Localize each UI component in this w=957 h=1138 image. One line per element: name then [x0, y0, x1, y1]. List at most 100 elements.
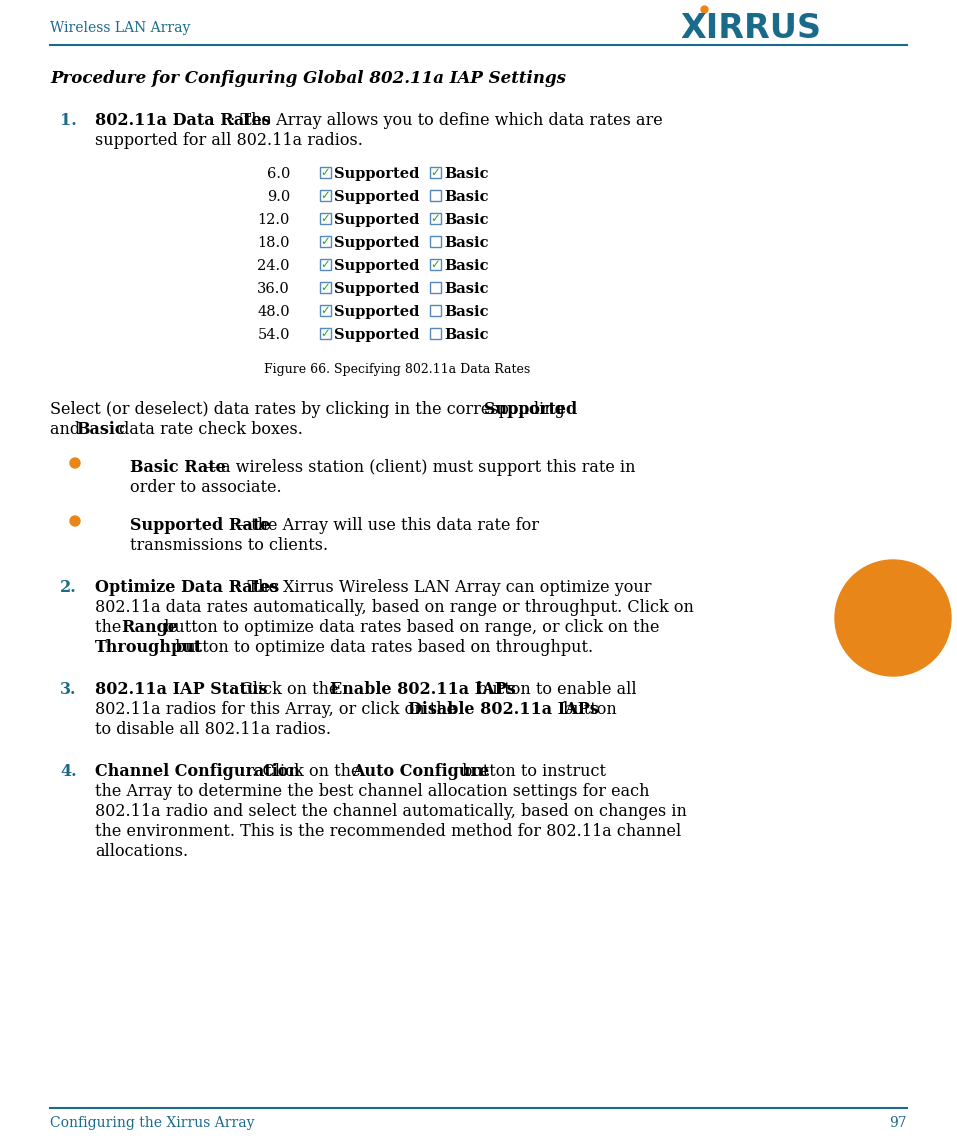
Text: 12.0: 12.0 [257, 213, 290, 226]
Text: Disable 802.11a IAPs: Disable 802.11a IAPs [409, 701, 599, 718]
Text: Supported: Supported [334, 236, 419, 250]
Text: Throughput: Throughput [95, 640, 202, 655]
Text: to disable all 802.11a radios.: to disable all 802.11a radios. [95, 721, 331, 739]
FancyBboxPatch shape [320, 282, 331, 292]
FancyBboxPatch shape [320, 167, 331, 178]
Text: 4.: 4. [60, 762, 77, 780]
Text: : The Array allows you to define which data rates are: : The Array allows you to define which d… [230, 112, 662, 129]
Text: 2.: 2. [60, 579, 77, 596]
Text: ✓: ✓ [321, 304, 330, 318]
Text: Supported: Supported [334, 190, 419, 204]
Text: button to optimize data rates based on throughput.: button to optimize data rates based on t… [169, 640, 593, 655]
FancyBboxPatch shape [430, 190, 441, 201]
Circle shape [70, 516, 80, 526]
FancyBboxPatch shape [320, 213, 331, 224]
Text: : Click on the: : Click on the [230, 681, 344, 698]
Text: transmissions to clients.: transmissions to clients. [130, 537, 328, 554]
Text: Optimize Data Rates: Optimize Data Rates [95, 579, 279, 596]
FancyBboxPatch shape [430, 282, 441, 292]
FancyBboxPatch shape [430, 305, 441, 316]
Text: 36.0: 36.0 [257, 282, 290, 296]
Text: Supported: Supported [334, 328, 419, 343]
Text: —the Array will use this data rate for: —the Array will use this data rate for [234, 517, 539, 534]
Text: 802.11a radios for this Array, or click on the: 802.11a radios for this Array, or click … [95, 701, 461, 718]
Text: Supported: Supported [483, 401, 577, 418]
FancyBboxPatch shape [320, 328, 331, 339]
Text: ✓: ✓ [321, 166, 330, 179]
Text: Range: Range [122, 619, 179, 636]
Text: Auto Configure: Auto Configure [352, 762, 489, 780]
Text: 97: 97 [889, 1116, 907, 1130]
Text: Supported: Supported [334, 259, 419, 273]
Text: ✓: ✓ [431, 258, 440, 271]
Text: order to associate.: order to associate. [130, 479, 281, 496]
Text: 802.11a data rates automatically, based on range or throughput. Click on: 802.11a data rates automatically, based … [95, 599, 694, 616]
FancyBboxPatch shape [320, 190, 331, 201]
Text: : Click on the: : Click on the [252, 762, 366, 780]
Text: Basic: Basic [444, 282, 488, 296]
Text: Supported: Supported [334, 213, 419, 226]
Text: button: button [558, 701, 616, 718]
Text: 802.11a IAP Status: 802.11a IAP Status [95, 681, 268, 698]
Text: Configuring the Xirrus Array: Configuring the Xirrus Array [50, 1116, 255, 1130]
Text: data rate check boxes.: data rate check boxes. [114, 421, 303, 438]
Text: the: the [95, 619, 126, 636]
Text: Select (or deselect) data rates by clicking in the corresponding: Select (or deselect) data rates by click… [50, 401, 570, 418]
Text: Procedure for Configuring Global 802.11a IAP Settings: Procedure for Configuring Global 802.11a… [50, 71, 566, 86]
Text: ✓: ✓ [431, 212, 440, 225]
Text: button to instruct: button to instruct [456, 762, 606, 780]
FancyBboxPatch shape [430, 259, 441, 270]
Text: Figure 66. Specifying 802.11a Data Rates: Figure 66. Specifying 802.11a Data Rates [264, 363, 530, 376]
FancyBboxPatch shape [430, 213, 441, 224]
FancyBboxPatch shape [320, 236, 331, 247]
Text: Basic: Basic [444, 167, 488, 181]
Text: Supported: Supported [334, 167, 419, 181]
Text: 802.11a Data Rates: 802.11a Data Rates [95, 112, 271, 129]
FancyBboxPatch shape [430, 328, 441, 339]
Text: ✓: ✓ [431, 166, 440, 179]
Text: ✓: ✓ [321, 189, 330, 203]
Text: Basic Rate: Basic Rate [130, 459, 226, 476]
FancyBboxPatch shape [320, 259, 331, 270]
Text: ✓: ✓ [321, 236, 330, 248]
FancyBboxPatch shape [320, 305, 331, 316]
Text: 48.0: 48.0 [257, 305, 290, 319]
Text: Supported Rate: Supported Rate [130, 517, 271, 534]
Text: Wireless LAN Array: Wireless LAN Array [50, 20, 190, 35]
Text: supported for all 802.11a radios.: supported for all 802.11a radios. [95, 132, 363, 149]
Text: Supported: Supported [334, 282, 419, 296]
Text: Basic: Basic [444, 259, 488, 273]
Text: Basic: Basic [444, 305, 488, 319]
Text: Basic: Basic [444, 190, 488, 204]
Text: —a wireless station (client) must support this rate in: —a wireless station (client) must suppor… [205, 459, 635, 476]
Text: 54.0: 54.0 [257, 328, 290, 343]
Text: Enable 802.11a IAPs: Enable 802.11a IAPs [329, 681, 516, 698]
Circle shape [835, 560, 951, 676]
Text: Supported: Supported [334, 305, 419, 319]
Text: ✓: ✓ [321, 281, 330, 294]
Text: 1.: 1. [60, 112, 77, 129]
Text: : The Xirrus Wireless LAN Array can optimize your: : The Xirrus Wireless LAN Array can opti… [237, 579, 652, 596]
Text: 18.0: 18.0 [257, 236, 290, 250]
Text: ✓: ✓ [321, 258, 330, 271]
Text: Basic: Basic [444, 236, 488, 250]
FancyBboxPatch shape [430, 167, 441, 178]
Text: Basic: Basic [444, 213, 488, 226]
Text: the Array to determine the best channel allocation settings for each: the Array to determine the best channel … [95, 783, 650, 800]
Text: button to enable all: button to enable all [472, 681, 636, 698]
Text: 9.0: 9.0 [267, 190, 290, 204]
Text: ✓: ✓ [321, 212, 330, 225]
Text: 6.0: 6.0 [267, 167, 290, 181]
Text: Channel Configuration: Channel Configuration [95, 762, 300, 780]
Text: and: and [50, 421, 85, 438]
Text: 24.0: 24.0 [257, 259, 290, 273]
Text: Basic: Basic [444, 328, 488, 343]
FancyBboxPatch shape [430, 236, 441, 247]
Text: XIRRUS: XIRRUS [680, 11, 821, 44]
Text: the environment. This is the recommended method for 802.11a channel: the environment. This is the recommended… [95, 823, 681, 840]
Circle shape [70, 457, 80, 468]
Text: ✓: ✓ [321, 327, 330, 340]
Text: 3.: 3. [60, 681, 77, 698]
Text: 802.11a radio and select the channel automatically, based on changes in: 802.11a radio and select the channel aut… [95, 803, 687, 820]
Text: Basic: Basic [77, 421, 125, 438]
